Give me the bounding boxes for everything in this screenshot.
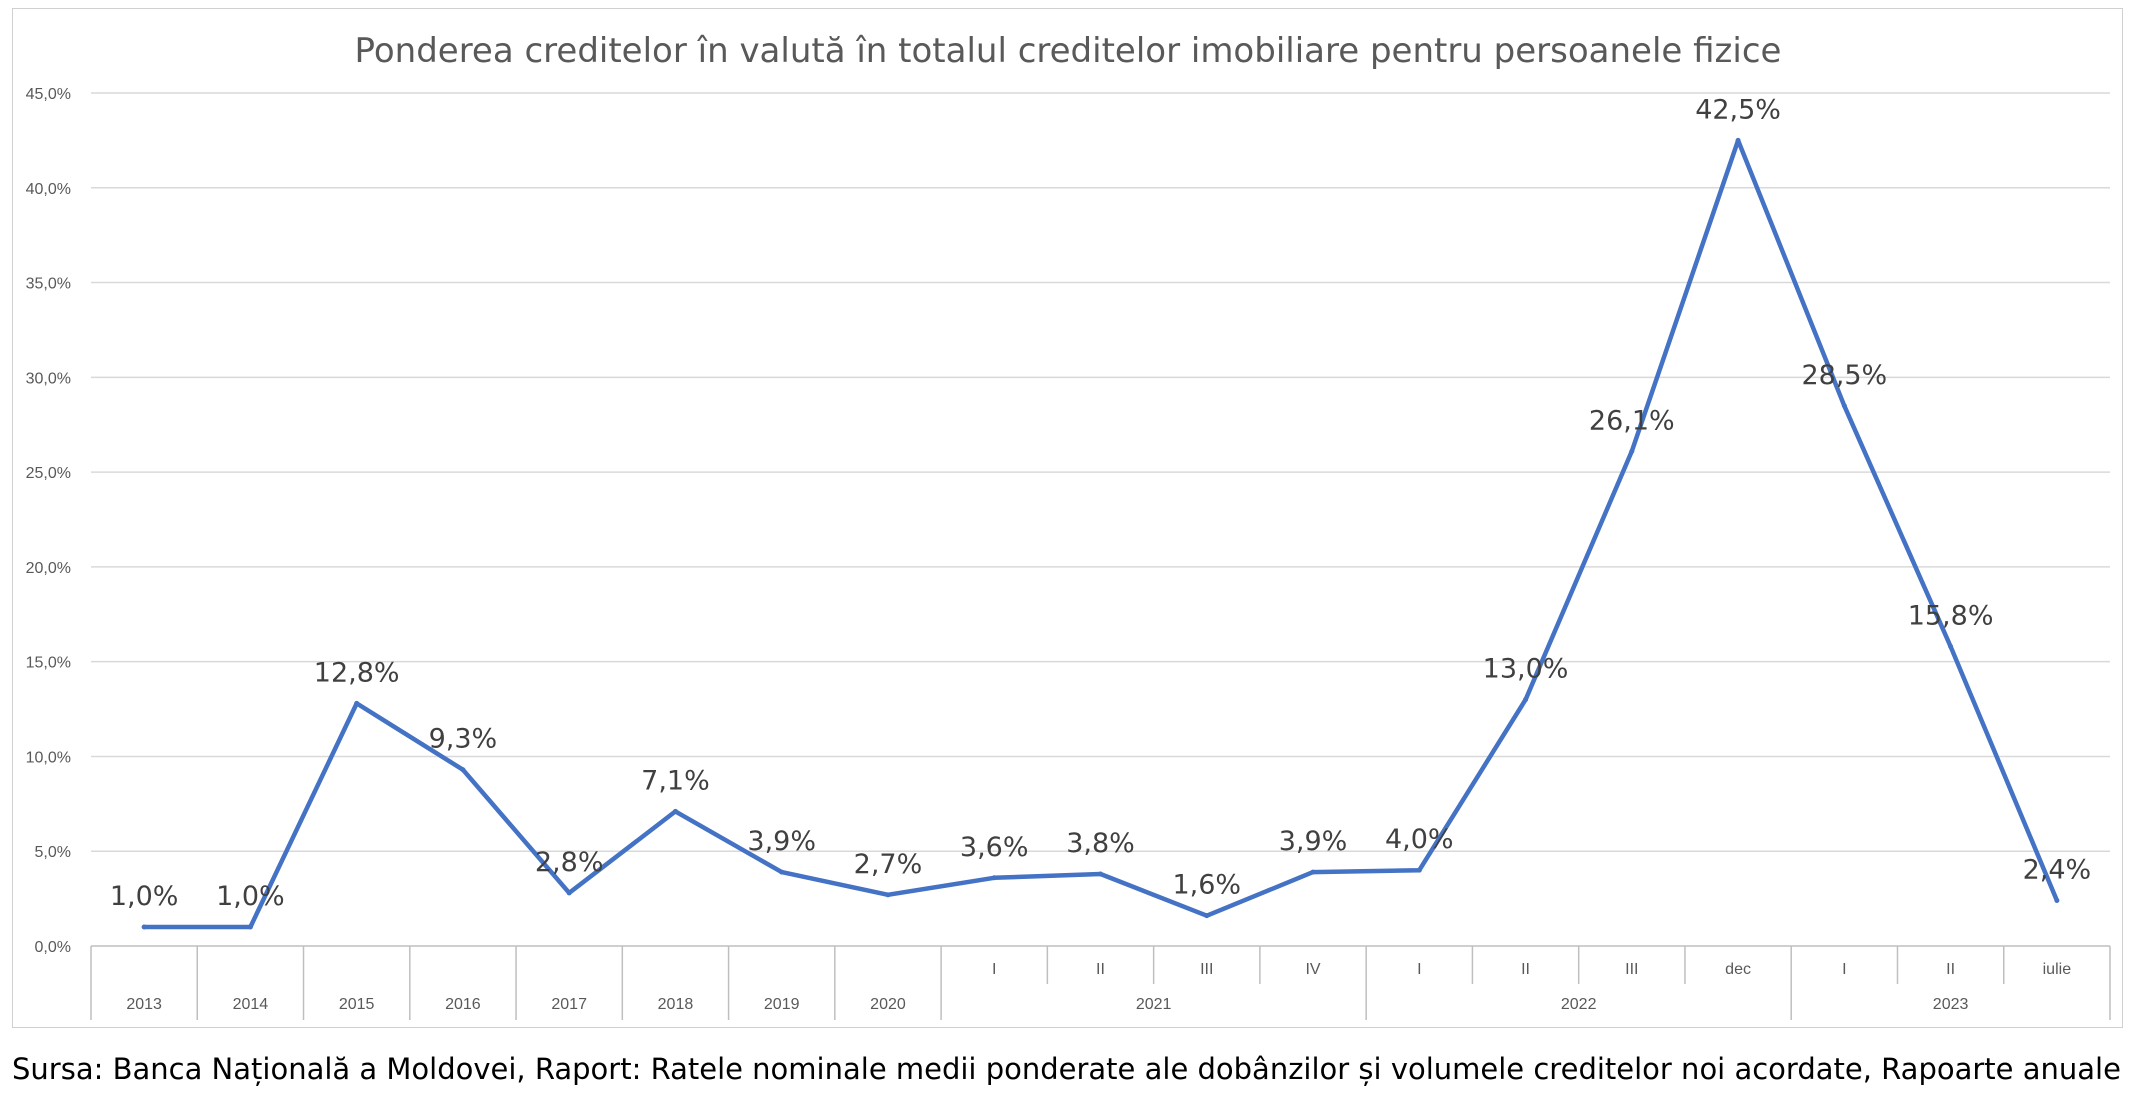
x-tick-label: 2019: [764, 996, 800, 1013]
source-note: Sursa: Banca Națională a Moldovei, Rapor…: [12, 1052, 2121, 1086]
data-label: 13,0%: [1483, 654, 1569, 685]
x-tick-label: 2018: [658, 996, 694, 1013]
x-tick-label: III: [1200, 961, 1213, 978]
data-point: [460, 767, 466, 773]
x-tick-label: I: [1417, 961, 1421, 978]
y-tick-label: 5,0%: [35, 844, 71, 861]
data-point: [991, 875, 997, 881]
data-point: [885, 892, 891, 898]
chart-frame: Ponderea creditelor în valută în totalul…: [12, 8, 2123, 1028]
x-tick-label: 2015: [339, 996, 375, 1013]
x-tick-label: III: [1625, 961, 1638, 978]
y-tick-label: 20,0%: [26, 560, 71, 577]
y-tick-label: 0,0%: [35, 939, 71, 956]
data-label: 2,8%: [535, 847, 604, 878]
data-label: 28,5%: [1801, 360, 1887, 391]
data-label: 9,3%: [429, 724, 498, 755]
data-label: 2,4%: [2023, 855, 2092, 886]
data-point: [1098, 871, 1103, 877]
data-label: 42,5%: [1695, 94, 1781, 125]
data-point: [566, 890, 572, 896]
data-label: 15,8%: [1908, 601, 1994, 632]
x-tick-label: 2013: [126, 996, 162, 1013]
x-tick-label: iulie: [2043, 961, 2072, 978]
y-tick-label: 25,0%: [26, 465, 71, 482]
y-axis-ticks: 0,0% 5,0% 10,0% 15,0% 20,0% 25,0% 30,0% 35,0% 40…: [26, 86, 71, 956]
y-tick-label: 40,0%: [26, 181, 71, 198]
x-tick-label: II: [1521, 961, 1530, 978]
x-group-label: 2021: [1136, 996, 1172, 1013]
y-tick-label: 35,0%: [26, 276, 71, 293]
x-tick-label: 2014: [233, 996, 269, 1013]
series-line: [141, 137, 2060, 930]
x-group-label: 2023: [1933, 996, 1969, 1013]
data-point: [1948, 644, 1954, 650]
data-label: 12,8%: [314, 657, 400, 688]
data-point: [779, 869, 785, 875]
x-tick-label: dec: [1725, 961, 1751, 978]
data-point: [1735, 137, 1741, 143]
gridlines: [91, 92, 2110, 852]
chart-title: Ponderea creditelor în valută în totalul…: [355, 31, 1782, 71]
data-label: 4,0%: [1385, 824, 1454, 855]
data-label: 1,0%: [110, 881, 179, 912]
data-label: 2,7%: [854, 849, 923, 880]
x-tick-label: 2016: [445, 996, 481, 1013]
data-label: 3,9%: [747, 826, 816, 857]
data-point: [247, 924, 253, 930]
data-point: [1629, 448, 1635, 454]
data-point: [2054, 898, 2060, 904]
y-tick-label: 30,0%: [26, 370, 71, 387]
x-tick-label: I: [992, 961, 996, 978]
data-labels: 1,0% 1,0% 12,8% 9,3% 2,8% 7,1% 3,9% 2,7% 3,6% 3,8…: [110, 94, 2091, 912]
data-label: 26,1%: [1589, 405, 1675, 436]
data-point: [672, 808, 678, 814]
x-tick-label: 2017: [551, 996, 587, 1013]
data-label: 3,6%: [960, 832, 1029, 863]
x-tick-label: II: [1096, 961, 1105, 978]
series-line-path: [141, 138, 2060, 930]
data-label: 3,9%: [1279, 826, 1348, 857]
data-point: [1310, 869, 1316, 875]
y-tick-label: 45,0%: [26, 86, 71, 103]
x-group-label: 2022: [1561, 996, 1597, 1013]
x-tick-label: 2020: [870, 996, 906, 1013]
data-point: [1416, 867, 1422, 873]
data-point: [1841, 403, 1847, 409]
y-tick-label: 15,0%: [26, 655, 71, 672]
x-tick-label: IV: [1305, 961, 1320, 978]
data-point: [1204, 913, 1210, 919]
x-tick-label: II: [1946, 961, 1955, 978]
data-label: 1,0%: [216, 881, 285, 912]
x-tick-label: I: [1842, 961, 1846, 978]
y-tick-label: 10,0%: [26, 749, 71, 766]
data-label: 3,8%: [1066, 828, 1135, 859]
line-chart: Ponderea creditelor în valută în totalul…: [26, 31, 2111, 1020]
data-point: [354, 700, 360, 706]
data-label: 1,6%: [1172, 870, 1241, 901]
data-point: [1523, 697, 1529, 703]
data-point: [141, 924, 147, 930]
data-label: 7,1%: [641, 765, 710, 796]
